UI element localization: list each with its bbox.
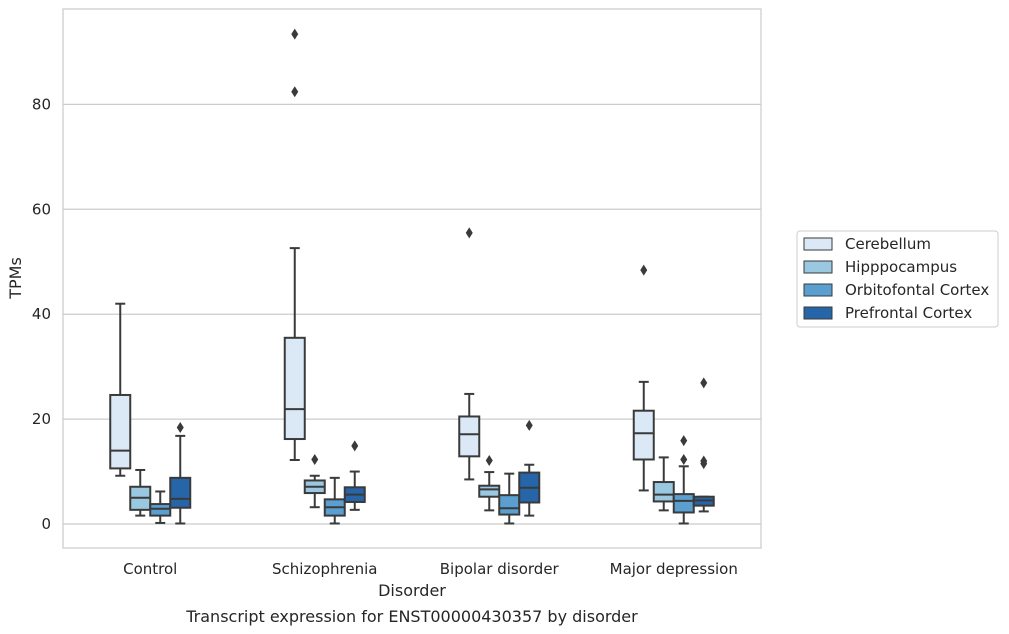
x-tick-labels: Control Schizophrenia Bipolar disorder Majo… (123, 560, 738, 578)
iqr-box (149, 503, 172, 517)
legend-label: Orbitofontal Cortex (845, 281, 989, 299)
outlier-point (311, 453, 319, 465)
outlier-point (465, 227, 473, 239)
outlier-point (700, 377, 708, 389)
outlier-point (700, 455, 708, 467)
outlier-point (291, 86, 299, 98)
y-tick-labels: 0 20 40 60 80 (32, 95, 51, 533)
iqr-box (652, 481, 675, 503)
outlier-point (680, 435, 688, 447)
iqr-box (109, 393, 132, 470)
boxes-layer (109, 28, 715, 525)
outlier-point (640, 264, 648, 276)
box-cerebellum (632, 264, 655, 492)
box-orbitofontal-cortex (323, 476, 346, 525)
box-cerebellum (109, 302, 132, 477)
box-prefrontal-cortex (518, 419, 541, 517)
outlier-point (680, 453, 688, 465)
outlier-point (525, 419, 533, 431)
y-tick-label: 60 (32, 200, 51, 218)
y-tick-label: 20 (32, 410, 51, 428)
legend-label: Prefrontal Cortex (845, 304, 972, 322)
box-orbitofontal-cortex (498, 472, 521, 525)
box-cerebellum (283, 28, 306, 462)
iqr-box (283, 336, 306, 441)
plot-frame (62, 8, 762, 549)
outlier-point (291, 28, 299, 40)
legend-label: Hipppocampus (845, 258, 957, 276)
box-hipppocampus (652, 456, 675, 512)
chart-caption: Transcript expression for ENST0000043035… (185, 607, 638, 626)
box-hipppocampus (478, 455, 501, 512)
box-prefrontal-cortex (169, 421, 192, 525)
x-tick-label: Control (123, 560, 177, 578)
x-axis-label: Disorder (378, 581, 446, 600)
legend-frame (796, 230, 999, 328)
iqr-box (498, 494, 521, 516)
legend-swatch (803, 306, 833, 320)
box-hipppocampus (303, 453, 326, 509)
outlier-point (351, 440, 359, 452)
y-tick-label: 80 (32, 95, 51, 113)
legend-swatch (803, 260, 833, 274)
legend-label: Cerebellum (845, 235, 931, 253)
iqr-box (632, 409, 655, 461)
box-orbitofontal-cortex (672, 435, 695, 525)
legend-swatch (803, 237, 833, 251)
box-hipppocampus (129, 468, 152, 517)
iqr-box (672, 493, 695, 514)
iqr-box (458, 415, 481, 458)
x-tick-label: Schizophrenia (272, 560, 377, 578)
grid-layer (63, 103, 761, 525)
box-cerebellum (458, 227, 481, 481)
outlier-point (485, 455, 493, 467)
box-prefrontal-cortex (343, 440, 366, 511)
y-axis-label: TPMs (6, 257, 25, 300)
y-tick-label: 40 (32, 305, 51, 323)
iqr-box (169, 476, 192, 509)
box-orbitofontal-cortex (149, 490, 172, 524)
y-tick-label: 0 (41, 515, 51, 533)
legend: Cerebellum Hipppocampus Orbitofontal Corte… (796, 230, 999, 328)
box-prefrontal-cortex (692, 377, 715, 513)
legend-swatch (803, 283, 833, 297)
outlier-point (176, 421, 184, 433)
iqr-box (478, 484, 501, 498)
x-tick-label: Major depression (610, 560, 738, 578)
x-tick-label: Bipolar disorder (440, 560, 560, 578)
